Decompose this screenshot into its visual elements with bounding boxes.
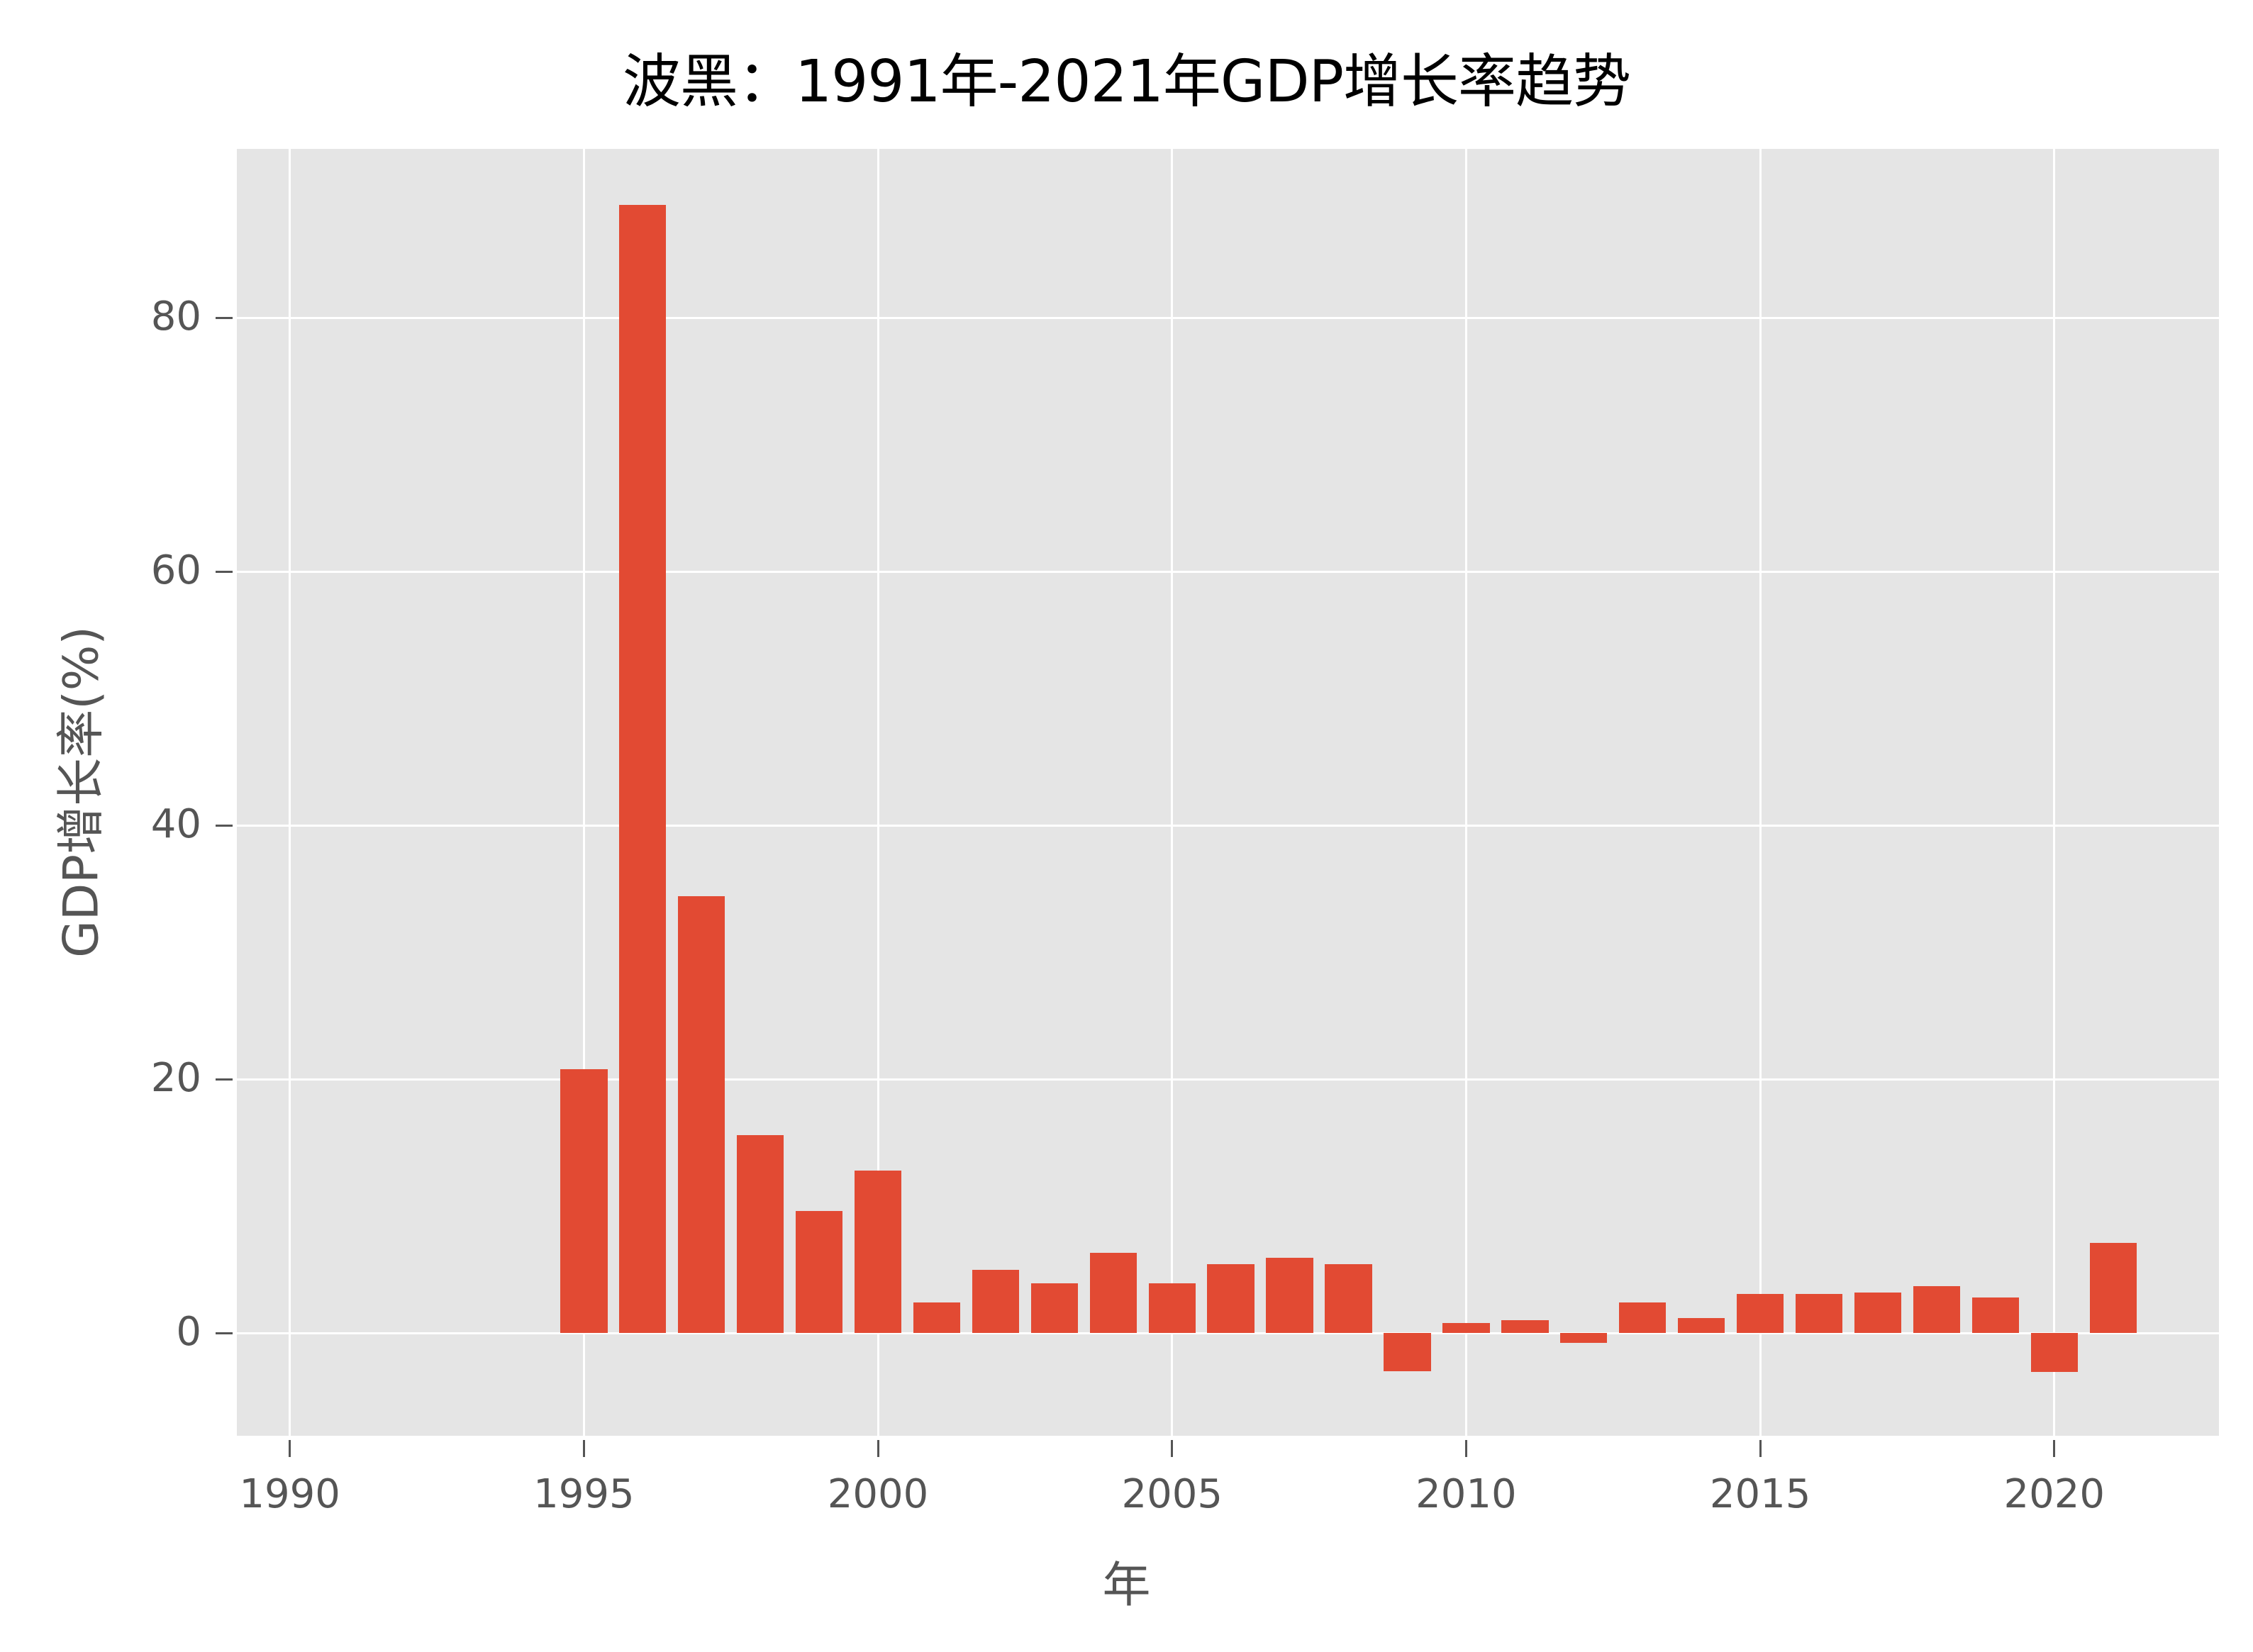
y-axis-label: GDP增长率(%): [53, 626, 110, 958]
y-tick: [216, 824, 233, 827]
bar-2021: [2089, 1242, 2137, 1333]
bar-1995: [560, 1068, 608, 1333]
bar-2006: [1207, 1264, 1255, 1333]
y-tick: [216, 570, 233, 573]
y-tick-label: 80: [150, 294, 201, 340]
x-tick-label: 1990: [239, 1471, 340, 1517]
bar-2003: [1030, 1283, 1078, 1333]
bar-2008: [1325, 1264, 1372, 1333]
x-tick: [289, 1440, 291, 1457]
y-tick-label: 20: [150, 1055, 201, 1102]
bar-1996: [619, 204, 667, 1333]
x-tick-label: 2005: [1121, 1471, 1223, 1517]
bar-2019: [1971, 1297, 2019, 1333]
gridline-horizontal: [237, 1078, 2219, 1081]
bar-1997: [678, 896, 725, 1333]
gridline-horizontal: [237, 824, 2219, 827]
bar-2005: [1148, 1283, 1196, 1333]
gridline-vertical: [1171, 149, 1174, 1436]
y-tick-label: 40: [150, 801, 201, 848]
bar-2007: [1266, 1258, 1313, 1333]
chart-title: 波黑：1991年-2021年GDP增长率趋势: [622, 48, 1631, 116]
y-tick: [216, 1332, 233, 1334]
bar-2009: [1384, 1333, 1431, 1371]
x-tick-label: 2015: [1709, 1471, 1811, 1517]
x-axis-label: 年: [1102, 1558, 1151, 1614]
bar-2016: [1795, 1293, 1843, 1333]
bar-2002: [972, 1269, 1020, 1333]
bar-2011: [1501, 1320, 1549, 1333]
y-tick-label: 0: [176, 1309, 201, 1355]
gridline-vertical: [877, 149, 879, 1436]
gridline-horizontal: [237, 1332, 2219, 1334]
x-tick-label: 2010: [1415, 1471, 1517, 1517]
gridline-vertical: [1464, 149, 1467, 1436]
bar-2012: [1560, 1333, 1608, 1344]
gridline-horizontal: [237, 316, 2219, 319]
gridline-vertical: [1759, 149, 1762, 1436]
x-tick: [1759, 1440, 1762, 1457]
x-tick: [582, 1440, 585, 1457]
gridline-vertical: [2053, 149, 2056, 1436]
bar-2014: [1677, 1317, 1725, 1333]
x-tick: [1464, 1440, 1467, 1457]
y-tick: [216, 1078, 233, 1081]
x-tick: [1171, 1440, 1174, 1457]
y-tick-label: 60: [150, 547, 201, 594]
bar-1998: [736, 1134, 784, 1333]
bar-2000: [854, 1170, 902, 1333]
plot-area: [237, 149, 2219, 1436]
gridline-vertical: [582, 149, 585, 1436]
bar-2010: [1442, 1322, 1490, 1333]
gridline-horizontal: [237, 570, 2219, 573]
bar-2013: [1619, 1302, 1667, 1333]
x-tick-label: 1995: [533, 1471, 635, 1517]
bar-2015: [1736, 1293, 1784, 1333]
bar-2004: [1089, 1253, 1137, 1333]
bar-2001: [913, 1302, 961, 1333]
gridline-vertical: [289, 149, 291, 1436]
y-tick: [216, 316, 233, 319]
bar-1999: [795, 1211, 843, 1333]
x-tick: [2053, 1440, 2056, 1457]
bar-2018: [1913, 1285, 1961, 1333]
x-tick-label: 2000: [827, 1471, 929, 1517]
bar-2017: [1854, 1292, 1902, 1333]
x-tick-label: 2020: [2003, 1471, 2105, 1517]
bar-2020: [2030, 1333, 2078, 1373]
x-tick: [877, 1440, 879, 1457]
